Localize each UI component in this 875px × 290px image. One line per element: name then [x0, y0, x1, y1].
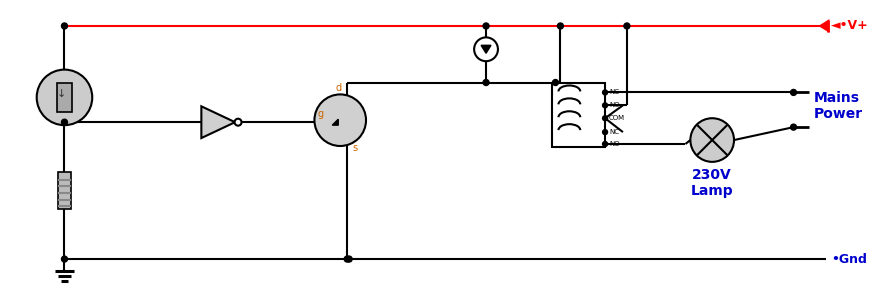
Text: Mains
Power: Mains Power [814, 91, 863, 121]
Polygon shape [481, 45, 491, 53]
Text: •Gnd: •Gnd [831, 253, 867, 266]
Polygon shape [332, 119, 339, 125]
Circle shape [790, 124, 796, 130]
Text: COM: COM [609, 115, 625, 121]
Text: NO: NO [609, 141, 620, 147]
Bar [552, 83, 606, 147]
Circle shape [344, 256, 350, 262]
Bar [58, 172, 72, 209]
Bar [57, 83, 72, 112]
Polygon shape [201, 106, 235, 138]
Circle shape [474, 37, 498, 61]
Circle shape [690, 118, 734, 162]
Circle shape [790, 89, 796, 95]
Circle shape [483, 79, 489, 86]
Circle shape [603, 130, 607, 135]
Circle shape [557, 23, 564, 29]
Circle shape [234, 119, 242, 126]
Text: NC: NC [609, 89, 619, 95]
Circle shape [61, 256, 67, 262]
Circle shape [346, 256, 352, 262]
Polygon shape [821, 21, 829, 31]
Circle shape [37, 70, 92, 125]
Text: 230V
Lamp: 230V Lamp [691, 168, 733, 198]
Text: NO: NO [609, 102, 620, 108]
Circle shape [603, 90, 607, 95]
Text: s: s [353, 143, 358, 153]
Text: NC: NC [609, 129, 619, 135]
Circle shape [314, 95, 366, 146]
Circle shape [552, 79, 558, 86]
Circle shape [603, 103, 607, 108]
Circle shape [61, 23, 67, 29]
Text: d: d [335, 84, 341, 93]
Text: ↓: ↓ [57, 89, 66, 99]
Circle shape [483, 23, 489, 29]
Text: g: g [318, 109, 324, 119]
Circle shape [603, 142, 607, 146]
Circle shape [603, 116, 607, 121]
Circle shape [624, 23, 630, 29]
Text: ◄•V+: ◄•V+ [831, 19, 869, 32]
Circle shape [61, 119, 67, 125]
